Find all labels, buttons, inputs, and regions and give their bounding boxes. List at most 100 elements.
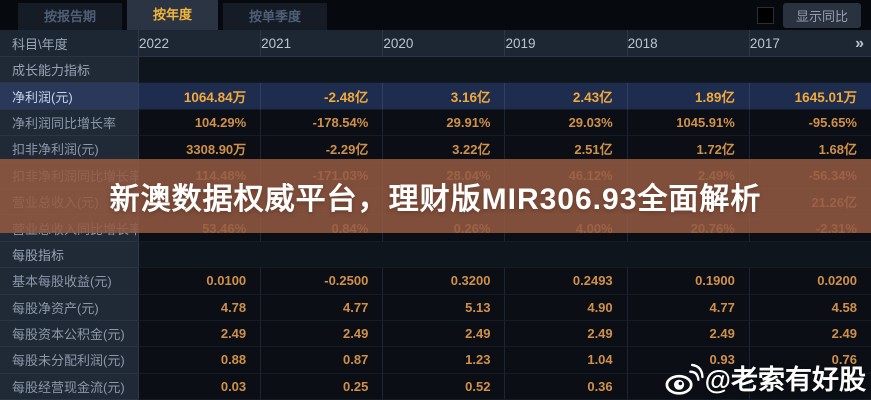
row-label: 营业总收入同比增长率 <box>0 215 138 242</box>
tab-1[interactable]: 按年度 <box>127 0 219 30</box>
cell-value: 2.49 <box>138 320 261 348</box>
table-body: 成长能力指标 净利润(元) 1064.84万 -2.48亿 3.16亿 2.43亿 1.89… <box>0 57 871 400</box>
table-header-row: 科目\年度 2022 2021 2020 2019 2018 2017» <box>0 30 871 57</box>
year-header-2018[interactable]: 2018 <box>626 30 749 56</box>
table-row[interactable]: 营业总收入同比增长率 53.46% 0.84% 0.26% 4.00% 20.76% -2.… <box>0 215 871 242</box>
cell-value: 46.12% <box>504 162 627 189</box>
year-header-2017[interactable]: 2017 <box>748 30 871 56</box>
tab-2[interactable]: 按单季度 <box>223 3 328 30</box>
cell-value: 0.87 <box>260 347 383 374</box>
section-label: 每股指标 <box>0 241 138 269</box>
cell-value: -2.31% <box>748 215 871 242</box>
cell-value: 21.26亿 <box>748 188 871 216</box>
cell-value: 1.04 <box>504 347 627 374</box>
row-label: 每股未分配利润(元) <box>0 347 138 374</box>
table-row[interactable]: 扣非净利润(元) 3308.90万 -2.29亿 3.22亿 2.51亿 1.72亿 1.6… <box>0 136 871 163</box>
cell-value: 1.89亿 <box>626 83 749 110</box>
yoy-checkbox[interactable] <box>756 6 774 24</box>
cell-value: 104.29% <box>138 109 261 137</box>
cell-value: 2.49% <box>626 162 749 189</box>
cell-value: 1064.84万 <box>138 83 261 110</box>
cell-value: 4.77 <box>626 294 749 321</box>
cell-value: -2.29亿 <box>260 136 383 163</box>
cell-value <box>748 373 871 400</box>
cell-value: 0.84% <box>260 215 383 242</box>
row-label: 每股净资产(元) <box>0 294 138 321</box>
cell-value: 4.90 <box>504 294 627 321</box>
year-header-2020[interactable]: 2020 <box>382 30 504 56</box>
cell-value: 2.43亿 <box>504 83 627 110</box>
cell-value: 2.49 <box>626 320 749 348</box>
year-header-2021[interactable]: 2021 <box>260 30 382 56</box>
cell-value: 53.46% <box>138 215 261 242</box>
cell-value: 4.00% <box>504 215 627 242</box>
cell-value: 0.2493 <box>504 268 627 295</box>
table-row[interactable]: 每股净资产(元) 4.78 4.77 5.13 4.90 4.77 4.58 <box>0 294 871 321</box>
cell-value: 0.88 <box>138 347 261 374</box>
corner-label: 科目\年度 <box>12 36 68 52</box>
tab-bar: 按报告期 按年度 按单季度 显示同比 <box>0 0 871 30</box>
cell-value: 0.93 <box>626 347 749 374</box>
table-row[interactable]: 每股经营现金流(元) 0.03 0.25 0.52 0.36 <box>0 373 871 400</box>
cell-value: 5.13 <box>382 294 505 321</box>
cell-value: 2.49 <box>260 320 383 348</box>
section-row: 成长能力指标 <box>0 57 871 84</box>
cell-value: 3308.90万 <box>138 136 261 163</box>
cell-value: 2.49 <box>382 320 505 348</box>
cell-value: -95.65% <box>748 109 871 137</box>
cell-value: 29.91% <box>382 109 505 137</box>
cell-value: 29.03% <box>504 109 627 137</box>
cell-value: 0.0200 <box>748 268 871 295</box>
cell-value <box>138 188 261 216</box>
cell-value: -0.2500 <box>260 268 383 295</box>
cell-value: -56.34% <box>748 162 871 189</box>
year-header-2022[interactable]: 2022 <box>138 30 260 56</box>
row-label: 净利润(元) <box>0 83 138 110</box>
yoy-label[interactable]: 显示同比 <box>782 2 861 28</box>
section-filler <box>138 241 871 269</box>
row-label: 营业总收入(元) <box>0 188 138 216</box>
tab-list: 按报告期 按年度 按单季度 <box>18 0 332 30</box>
section-filler <box>138 57 871 84</box>
cell-value: 1.72亿 <box>626 136 749 163</box>
cell-value <box>626 373 749 400</box>
tab-0[interactable]: 按报告期 <box>18 3 123 30</box>
year-header-2019[interactable]: 2019 <box>504 30 626 56</box>
table-row[interactable]: 扣非净利润同比增长率 114.48% -171.03% 28.04% 46.12% 2.4… <box>0 162 871 189</box>
cell-value: 0.1900 <box>626 268 749 295</box>
cell-value: 0.36 <box>504 373 627 400</box>
cell-value: 2.49 <box>748 320 871 348</box>
cell-value: 0.26% <box>382 215 505 242</box>
table-row[interactable]: 每股资本公积金(元) 2.49 2.49 2.49 2.49 2.49 2.49 <box>0 320 871 348</box>
table-row[interactable]: 净利润(元) 1064.84万 -2.48亿 3.16亿 2.43亿 1.89亿 1645.… <box>0 83 871 110</box>
cell-value: 0.52 <box>382 373 505 400</box>
section-row: 每股指标 <box>0 241 871 269</box>
cell-value: 1.23 <box>382 347 505 374</box>
cell-value: 0.25 <box>260 373 383 400</box>
cell-value: -2.48亿 <box>260 83 383 110</box>
row-label: 扣非净利润(元) <box>0 136 138 163</box>
row-label: 每股资本公积金(元) <box>0 320 138 348</box>
cell-value <box>382 188 505 216</box>
cell-value <box>260 188 383 216</box>
cell-value: 3.16亿 <box>382 83 505 110</box>
cell-value: 0.03 <box>138 373 261 400</box>
cell-value: 114.48% <box>138 162 261 189</box>
cell-value: 0.3200 <box>382 268 505 295</box>
cell-value: 1.68亿 <box>748 136 871 163</box>
table-row[interactable]: 基本每股收益(元) 0.0100 -0.2500 0.3200 0.2493 0.1900… <box>0 268 871 295</box>
row-label: 每股经营现金流(元) <box>0 373 138 400</box>
yoy-toggle-group: 显示同比 <box>756 0 871 30</box>
cell-value: 3.22亿 <box>382 136 505 163</box>
section-label: 成长能力指标 <box>0 57 138 84</box>
cell-value: 4.78 <box>138 294 261 321</box>
table-row[interactable]: 每股未分配利润(元) 0.88 0.87 1.23 1.04 0.93 0.76 <box>0 347 871 374</box>
cell-value: -171.03% <box>260 162 383 189</box>
more-years-icon[interactable]: » <box>855 35 864 52</box>
cell-value: 4.77 <box>260 294 383 321</box>
table-row[interactable]: 营业总收入(元) 21.26亿 <box>0 188 871 216</box>
row-label: 净利润同比增长率 <box>0 109 138 137</box>
cell-value: 0.0100 <box>138 268 261 295</box>
table-row[interactable]: 净利润同比增长率 104.29% -178.54% 29.91% 29.03% 1045.… <box>0 109 871 137</box>
